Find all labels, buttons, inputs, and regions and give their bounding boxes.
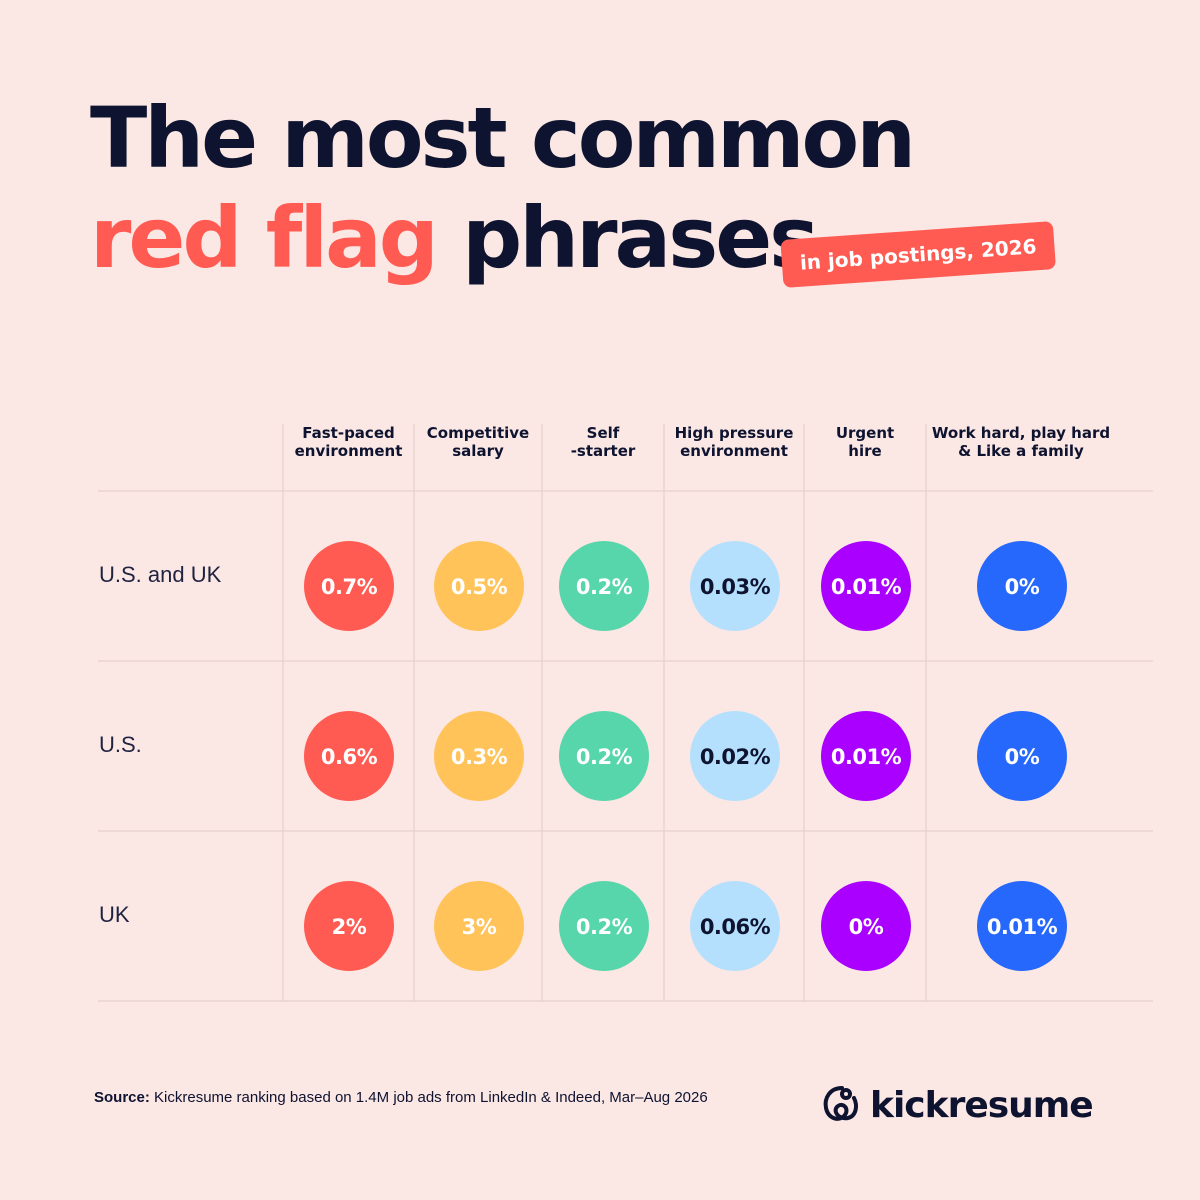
row-label: U.S.: [99, 732, 142, 757]
bubble-circle: [690, 541, 780, 631]
bubble-circle: [821, 711, 911, 801]
bubble-value-label: 0.2%: [576, 915, 633, 939]
column-header-label: Urgent hire: [835, 424, 895, 460]
value-bubble: 0%: [821, 881, 911, 971]
bubble-circle: [304, 711, 394, 801]
value-bubble: 0.7%: [304, 541, 394, 631]
bubble-value-label: 0.2%: [576, 575, 633, 599]
bubble-circle: [559, 541, 649, 631]
bubble-circle: [821, 881, 911, 971]
row-label: UK: [99, 902, 130, 927]
bubble-value-label: 0.6%: [321, 745, 378, 769]
kickresume-logo-icon: [823, 1086, 858, 1121]
column-header: Urgent hire: [804, 424, 926, 474]
column-header: Self -starter: [542, 424, 664, 474]
bubble-value-label: 3%: [462, 915, 497, 939]
column-header-label: Work hard, play hard & Like a family: [931, 424, 1111, 460]
bubble-value-label: 0.03%: [700, 575, 771, 599]
bubble-circle: [821, 541, 911, 631]
bubble-circle: [434, 881, 524, 971]
source-label: Source:: [94, 1089, 150, 1106]
bubble-value-label: 0.2%: [576, 745, 633, 769]
value-bubble: 0%: [977, 541, 1067, 631]
brand-name: kickresume: [870, 1084, 1094, 1126]
source-note: Source: Kickresume ranking based on 1.4M…: [94, 1089, 708, 1106]
bubble-value-label: 0%: [1005, 575, 1040, 599]
bubble-value-label: 0.3%: [451, 745, 508, 769]
value-bubble: 0.2%: [559, 881, 649, 971]
value-bubble: 0.2%: [559, 711, 649, 801]
page-title: The most common red flag phrases: [90, 88, 916, 288]
column-header: Fast-paced environment: [283, 424, 414, 474]
title-highlight: red flag: [90, 189, 439, 287]
value-bubble: 0.01%: [821, 711, 911, 801]
value-bubble: 0.03%: [690, 541, 780, 631]
bubble-circle: [977, 881, 1067, 971]
bubble-circle: [434, 541, 524, 631]
column-header-label: High pressure environment: [674, 424, 794, 460]
title-line-1: The most common: [90, 89, 916, 187]
bubble-value-label: 0.06%: [700, 915, 771, 939]
title-rest: phrases: [435, 189, 819, 287]
value-bubble: 3%: [434, 881, 524, 971]
bubble-value-label: 0.7%: [321, 575, 378, 599]
value-bubble: 0.3%: [434, 711, 524, 801]
value-bubble: 0.01%: [821, 541, 911, 631]
bubble-value-label: 0.01%: [831, 745, 902, 769]
bubble-circle: [977, 541, 1067, 631]
bubble-circle: [304, 881, 394, 971]
value-bubble: 0.06%: [690, 881, 780, 971]
value-bubble: 0.6%: [304, 711, 394, 801]
row-label: U.S. and UK: [99, 562, 222, 587]
bubble-circle: [559, 711, 649, 801]
column-header: Competitive salary: [414, 424, 542, 474]
bubble-circle: [559, 881, 649, 971]
title-line-2: red flag phrases: [90, 188, 913, 288]
bubble-value-label: 0.01%: [987, 915, 1058, 939]
value-bubble: 0.01%: [977, 881, 1067, 971]
bubble-value-label: 0.02%: [700, 745, 771, 769]
bubble-circle: [690, 881, 780, 971]
bubble-value-label: 2%: [332, 915, 367, 939]
source-text: Kickresume ranking based on 1.4M job ads…: [149, 1089, 708, 1106]
value-bubble: 0.5%: [434, 541, 524, 631]
value-bubble: 2%: [304, 881, 394, 971]
bubble-value-label: 0%: [849, 915, 884, 939]
bubble-value-label: 0.5%: [451, 575, 508, 599]
bubble-circle: [977, 711, 1067, 801]
column-header: Work hard, play hard & Like a family: [926, 424, 1116, 474]
column-header-label: Fast-paced environment: [294, 424, 403, 460]
value-bubble: 0%: [977, 711, 1067, 801]
column-header: High pressure environment: [664, 424, 804, 474]
brand-logo: kickresume: [820, 1082, 1094, 1128]
value-bubble: 0.2%: [559, 541, 649, 631]
column-header-label: Competitive salary: [426, 424, 530, 460]
bubble-circle: [304, 541, 394, 631]
bubble-circle: [690, 711, 780, 801]
column-header-label: Self -starter: [570, 424, 636, 460]
bubble-circle: [434, 711, 524, 801]
value-bubble: 0.02%: [690, 711, 780, 801]
bubble-value-label: 0.01%: [831, 575, 902, 599]
bubble-value-label: 0%: [1005, 745, 1040, 769]
